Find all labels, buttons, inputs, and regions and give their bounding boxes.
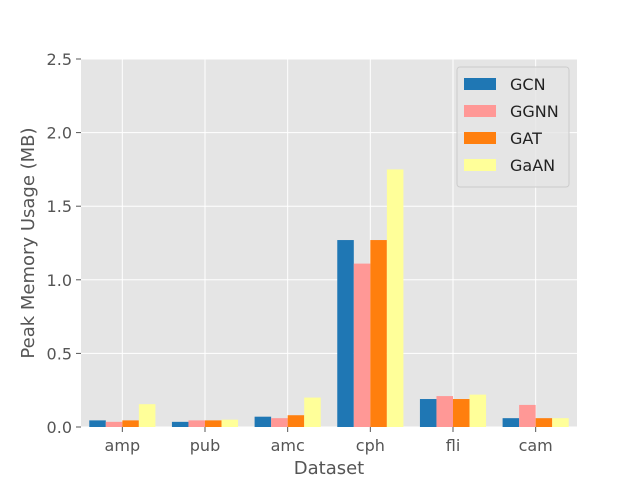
bar-ggnn-cam <box>519 404 536 427</box>
y-tick-label: 0.0 <box>47 418 72 437</box>
bar-gat-pub <box>205 420 222 427</box>
x-tick-label: fli <box>446 436 461 455</box>
x-axis-ticks: amp pub amc cph fli cam <box>105 427 553 455</box>
x-tick-label: cam <box>519 436 553 455</box>
bars-layer <box>89 169 569 427</box>
y-tick-label: 2.5 <box>47 50 72 69</box>
y-axis-title: Peak Memory Usage (MB) <box>18 127 39 358</box>
bar-ggnn-fli <box>436 396 453 427</box>
bar-gat-fli <box>453 399 470 427</box>
bar-gcn-amp <box>89 420 106 427</box>
x-tick-label: amc <box>271 436 305 455</box>
bar-gaan-cph <box>386 169 404 427</box>
bar-gaan-pub <box>221 419 239 427</box>
bar-gat-amp <box>122 420 139 427</box>
bar-gcn-amc <box>254 416 272 427</box>
bar-gcn-fli <box>419 399 437 427</box>
bar-ggnn-amp <box>105 421 123 427</box>
bar-ggnn-cph <box>353 263 371 427</box>
y-tick-label: 1.5 <box>47 197 72 216</box>
bar-gcn-cam <box>502 418 520 427</box>
legend-label-gaan: GaAN <box>510 156 555 175</box>
x-tick-label: amp <box>105 436 141 455</box>
x-tick-label: cph <box>356 436 385 455</box>
bar-ggnn-amc <box>271 418 288 427</box>
legend-label-gcn: GCN <box>510 75 546 94</box>
bar-gat-cph <box>370 240 387 427</box>
legend-label-ggnn: GGNN <box>510 102 559 121</box>
bar-gaan-amc <box>304 397 321 427</box>
bar-gaan-amp <box>138 404 156 427</box>
y-tick-label: 1.0 <box>47 271 72 290</box>
bar-gaan-fli <box>469 394 487 427</box>
y-tick-label: 2.0 <box>47 124 72 143</box>
bar-gat-cam <box>535 418 553 427</box>
legend-box <box>456 66 570 188</box>
legend: GCN GGNN GAT GaAN <box>456 66 570 188</box>
bar-ggnn-pub <box>188 420 205 427</box>
y-axis-ticks: 0.0 0.5 1.0 1.5 2.0 2.5 <box>47 50 81 437</box>
bar-gcn-cph <box>337 240 354 427</box>
x-tick-label: pub <box>190 436 220 455</box>
bar-gaan-cam <box>552 418 569 427</box>
x-axis-title: Dataset <box>294 458 365 479</box>
bar-gcn-pub <box>171 421 189 427</box>
legend-label-gat: GAT <box>510 129 542 148</box>
legend-swatch-gcn <box>464 78 496 90</box>
bar-gat-amc <box>287 415 305 427</box>
y-tick-label: 0.5 <box>47 344 72 363</box>
legend-swatch-ggnn <box>464 105 496 117</box>
legend-swatch-gat <box>464 132 496 144</box>
legend-swatch-gaan <box>464 159 496 171</box>
